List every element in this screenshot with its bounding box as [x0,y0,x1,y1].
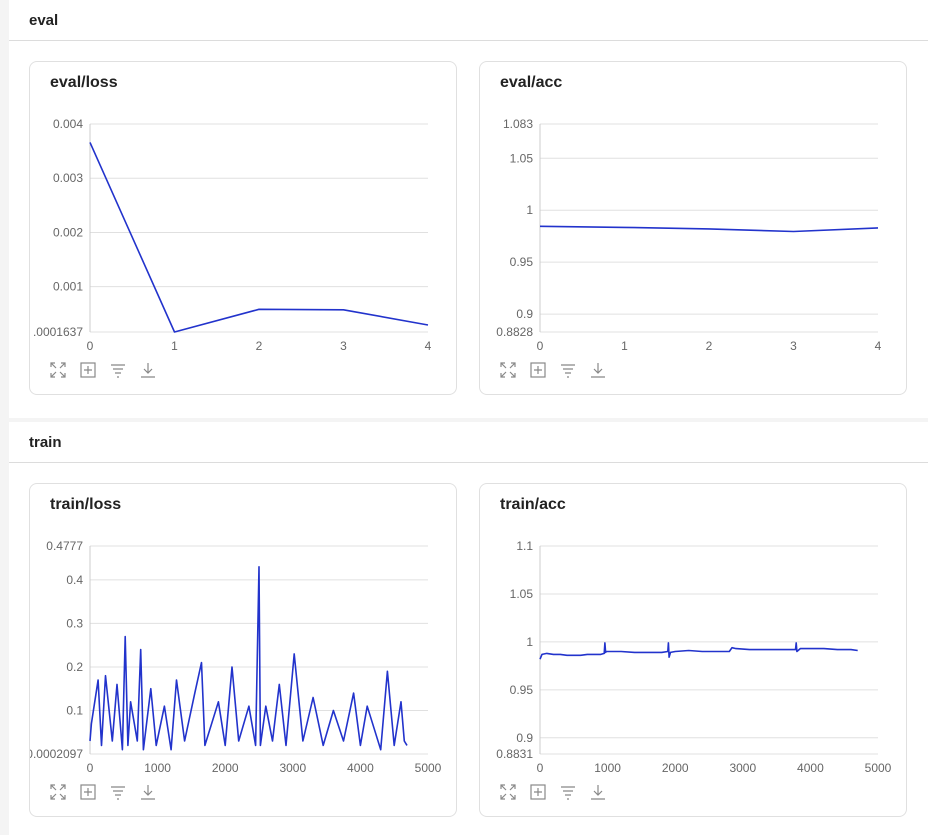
section-divider [9,462,928,463]
y-tick-label: 0.001 [53,280,83,294]
x-tick-label: 2000 [212,761,239,775]
section-train: train train/loss 0.0002097 0.1 0.2 0.3 0.4 0.… [9,422,928,835]
y-tick-label: 1.05 [510,151,534,165]
maximize-icon[interactable] [49,361,67,379]
y-tick-label: 0.8828 [496,325,533,339]
download-icon[interactable] [139,361,157,379]
y-tick-label: 0.9 [516,307,533,321]
y-tick-label: 0.95 [510,683,534,697]
chart-eval-loss[interactable]: .0001637 0.001 0.002 0.003 0.004 0 1 2 3 4 [30,62,458,362]
y-tick-label: 0.8831 [496,747,533,761]
y-tick-label: .0001637 [33,325,83,339]
chart-title: eval/loss [50,74,118,91]
section-divider [9,40,928,41]
section-title-train: train [29,434,62,451]
section-title-eval: eval [29,12,59,29]
series-line [539,225,879,233]
filter-icon[interactable] [559,783,577,801]
y-tick-label: 0.0002097 [30,747,83,761]
y-tick-label: 1.05 [510,587,534,601]
x-tick-label: 2 [256,339,263,353]
section-eval: eval eval/loss .0001637 0.001 0.002 0.003 0.… [9,0,928,418]
x-tick-label: 4000 [347,761,374,775]
x-tick-label: 1000 [594,761,621,775]
y-tick-label: 0.9 [516,731,533,745]
filter-icon[interactable] [109,783,127,801]
chart-eval-acc[interactable]: 0.8828 0.9 0.95 1 1.05 1.083 0 1 2 3 4 [480,62,908,362]
x-tick-label: 3000 [729,761,756,775]
y-tick-label: 0.004 [53,117,83,131]
x-tick-label: 0 [537,761,544,775]
y-tick-label: 0.95 [510,255,534,269]
y-tick-label: 0.003 [53,171,83,185]
y-tick-label: 1.1 [516,539,533,553]
y-tick-label: 0.4 [66,573,83,587]
y-tick-label: 1 [526,635,533,649]
maximize-icon[interactable] [499,361,517,379]
x-tick-label: 4000 [797,761,824,775]
maximize-icon[interactable] [49,783,67,801]
chart-card-eval-acc: eval/acc 0.8828 0.9 0.95 1 1.05 1.083 0 1 2 3 4 [479,61,907,395]
x-tick-label: 4 [425,339,432,353]
x-tick-label: 5000 [865,761,892,775]
fit-view-icon[interactable] [529,783,547,801]
y-tick-label: 0.4777 [46,539,83,553]
filter-icon[interactable] [109,361,127,379]
y-tick-label: 1.083 [503,117,533,131]
download-icon[interactable] [589,783,607,801]
chart-title: train/acc [500,496,566,513]
x-tick-label: 2000 [662,761,689,775]
series-line [89,566,408,751]
x-tick-label: 0 [87,761,94,775]
x-tick-label: 3000 [279,761,306,775]
x-tick-label: 4 [875,339,882,353]
y-tick-label: 0.1 [66,704,83,718]
chart-card-train-acc: train/acc 0.8831 0.9 0.95 1 1.05 1.1 0 1000 2000… [479,483,907,817]
y-tick-label: 0.3 [66,616,83,630]
filter-icon[interactable] [559,361,577,379]
x-tick-label: 1 [171,339,178,353]
x-tick-label: 0 [87,339,94,353]
maximize-icon[interactable] [499,783,517,801]
chart-title: train/loss [50,496,122,513]
x-tick-label: 2 [706,339,713,353]
download-icon[interactable] [139,783,157,801]
series-line [539,642,858,660]
chart-title: eval/acc [500,74,563,91]
x-tick-label: 5000 [415,761,442,775]
x-tick-label: 1000 [144,761,171,775]
y-tick-label: 0.2 [66,660,83,674]
x-tick-label: 3 [790,339,797,353]
chart-card-eval-loss: eval/loss .0001637 0.001 0.002 0.003 0.004 0 1… [29,61,457,395]
fit-view-icon[interactable] [79,361,97,379]
x-tick-label: 1 [621,339,628,353]
x-tick-label: 0 [537,339,544,353]
y-tick-label: 0.002 [53,225,83,239]
series-line [89,142,429,333]
chart-train-loss[interactable]: 0.0002097 0.1 0.2 0.3 0.4 0.4777 0 1000 2000 3000… [30,484,458,784]
fit-view-icon[interactable] [79,783,97,801]
x-tick-label: 3 [340,339,347,353]
chart-card-train-loss: train/loss 0.0002097 0.1 0.2 0.3 0.4 0.4777 0 1… [29,483,457,817]
chart-train-acc[interactable]: 0.8831 0.9 0.95 1 1.05 1.1 0 1000 2000 3000 4000 50… [480,484,908,784]
download-icon[interactable] [589,361,607,379]
fit-view-icon[interactable] [529,361,547,379]
y-tick-label: 1 [526,203,533,217]
